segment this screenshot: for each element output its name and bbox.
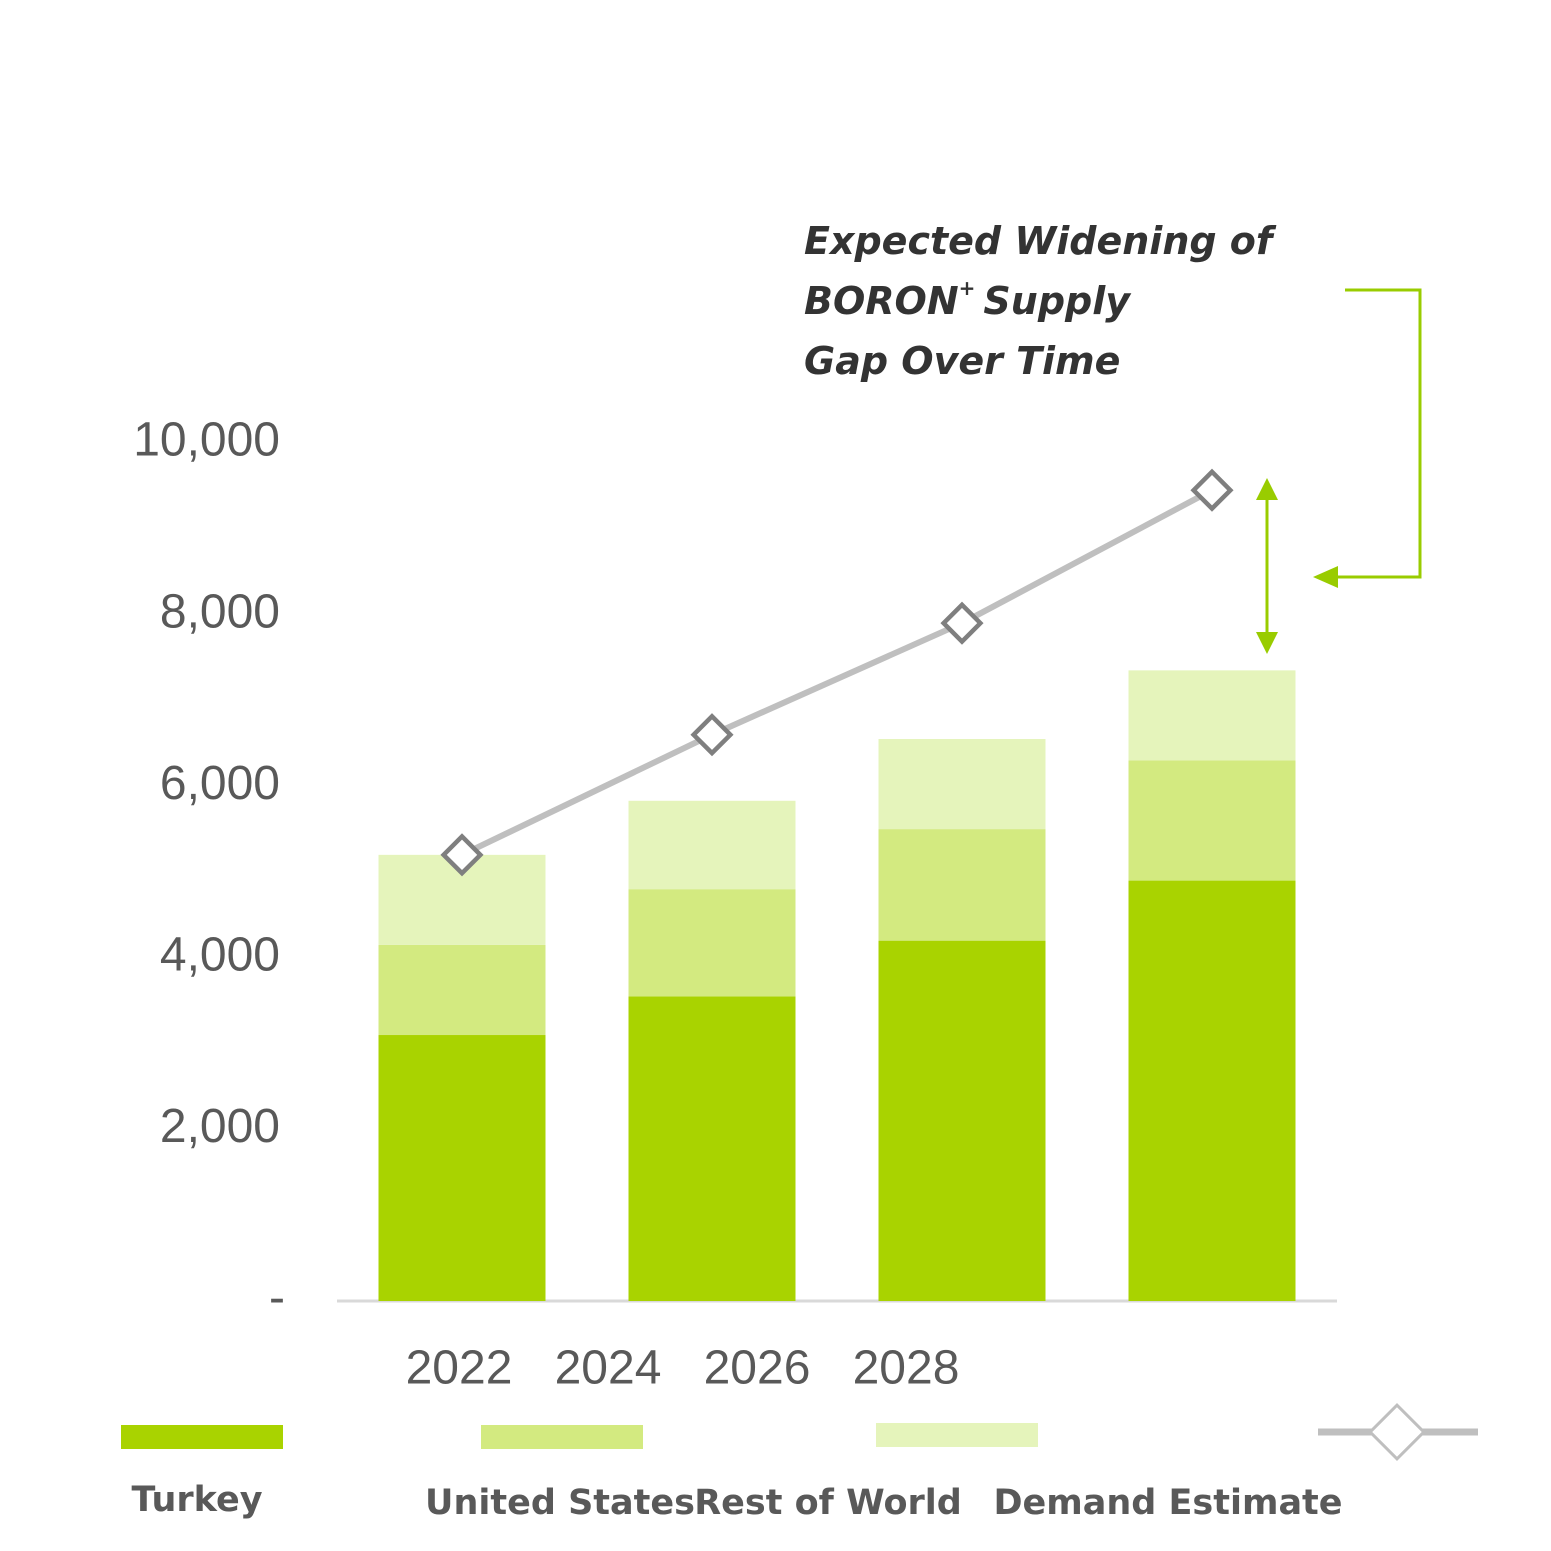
annotation-arrows (1256, 288, 1422, 654)
legend-label: United States (425, 1483, 695, 1523)
x-tick-label: 2024 (555, 1342, 662, 1395)
annotation: Gap Over Time (804, 339, 1120, 383)
annotation-part: + (959, 276, 976, 300)
bar-segment (378, 1035, 546, 1301)
legend-swatch (121, 1425, 283, 1449)
bar-segment (1128, 880, 1296, 1301)
y-tick-label: 6,000 (160, 757, 280, 810)
annotation-part: Gap Over Time (804, 339, 1120, 383)
bar-segment (628, 889, 796, 997)
annotation-part: Expected Widening of (804, 219, 1277, 263)
annotation-part: Supply (983, 279, 1132, 323)
marker (440, 833, 484, 877)
marker (940, 601, 984, 645)
x-tick-label: 2022 (406, 1342, 513, 1395)
arrow-head (1256, 632, 1278, 654)
bar-segment (878, 940, 1046, 1301)
marker (1190, 468, 1234, 512)
legend-label: Rest of World (694, 1483, 962, 1523)
legend-swatch (876, 1423, 1038, 1447)
annotation: BORON+ Supply (804, 276, 1132, 323)
legend-label: Turkey (131, 1480, 262, 1520)
marker (690, 713, 734, 757)
bar-segment (1128, 670, 1296, 761)
legend-label: Demand Estimate (993, 1483, 1342, 1523)
x-tick-label: 2028 (853, 1342, 960, 1395)
bar-segment (628, 800, 796, 890)
y-tick-label: 4,000 (160, 928, 280, 981)
y-tick-label: - (269, 1272, 285, 1325)
line (460, 487, 1214, 858)
bar-segment (1128, 760, 1296, 881)
bar-segment (628, 996, 796, 1301)
x-tick-label: 2026 (704, 1342, 811, 1395)
arrow-head (1313, 566, 1338, 588)
legend-swatch (481, 1425, 643, 1449)
annotation: Expected Widening of (804, 219, 1277, 263)
bracket-arrow (1335, 288, 1422, 579)
y-tick-label: 2,000 (160, 1100, 280, 1153)
y-tick-label: 10,000 (133, 414, 280, 467)
bar-segment (878, 829, 1046, 941)
legend-marker (1368, 1403, 1426, 1461)
arrow-head (1256, 478, 1278, 500)
annotation-part: BORON (804, 279, 959, 323)
bar-segment (378, 944, 546, 1036)
y-tick-label: 8,000 (160, 585, 280, 638)
bar-segment (878, 739, 1046, 830)
